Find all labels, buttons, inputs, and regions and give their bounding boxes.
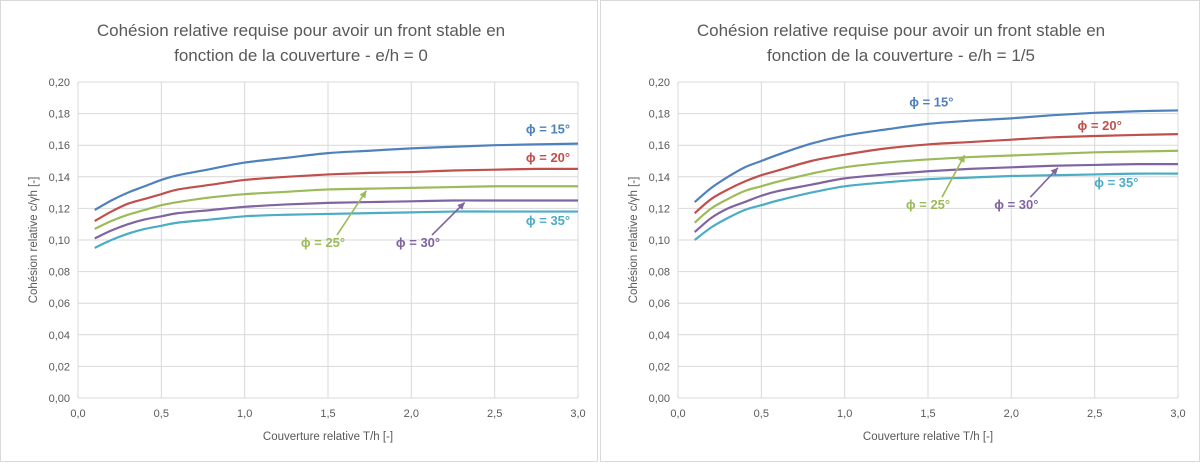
y-tick-label: 0,06 — [49, 298, 70, 310]
x-tick-label: 2,5 — [1087, 408, 1102, 420]
label-arrow-line — [431, 201, 466, 236]
x-tick-label: 1,0 — [237, 408, 252, 420]
series-label: ϕ = 25° — [301, 235, 345, 250]
y-tick-label: 0,08 — [649, 267, 670, 279]
label-arrow-line — [941, 154, 966, 198]
y-tick-label: 0,04 — [649, 330, 670, 342]
y-axis-label: Cohésion relative c/γh [-] — [28, 177, 40, 304]
series-label: ϕ = 15° — [909, 94, 953, 109]
label-arrow-head — [457, 202, 465, 210]
y-tick-label: 0,00 — [49, 393, 70, 405]
y-tick-label: 0,20 — [649, 77, 670, 89]
chart-title-line: Cohésion relative requise pour avoir un … — [97, 21, 505, 40]
series-line — [94, 185, 578, 230]
y-tick-label: 0,18 — [49, 109, 70, 121]
series-line — [694, 172, 1179, 241]
x-tick-label: 3,0 — [1170, 408, 1185, 420]
chart-panel-right: Cohésion relative requise pour avoir un … — [600, 0, 1200, 462]
x-tick-label: 0,0 — [670, 408, 685, 420]
y-tick-label: 0,08 — [49, 267, 70, 279]
series-line — [693, 163, 1179, 233]
series-line — [693, 149, 1179, 224]
y-tick-label: 0,12 — [649, 203, 670, 215]
y-tick-label: 0,12 — [49, 203, 70, 215]
series-label: ϕ = 20° — [1078, 118, 1122, 133]
series-line — [693, 133, 1179, 214]
series-line — [94, 210, 578, 249]
x-tick-label: 2,5 — [487, 408, 502, 420]
chart-panel-left: Cohésion relative requise pour avoir un … — [0, 0, 598, 462]
y-tick-label: 0,02 — [49, 361, 70, 373]
series-label: ϕ = 20° — [526, 150, 570, 165]
y-tick-label: 0,20 — [49, 77, 70, 89]
label-arrow-head — [958, 155, 965, 163]
y-tick-label: 0,14 — [649, 172, 670, 184]
y-tick-label: 0,10 — [49, 235, 70, 247]
series-label: ϕ = 30° — [396, 235, 440, 250]
series-label: ϕ = 15° — [526, 121, 570, 136]
x-tick-label: 0,0 — [70, 408, 85, 420]
x-tick-label: 0,5 — [754, 408, 769, 420]
y-tick-label: 0,14 — [49, 172, 70, 184]
x-tick-label: 3,0 — [570, 408, 585, 420]
x-tick-label: 1,0 — [837, 408, 852, 420]
series-line — [94, 142, 579, 211]
chart-title-line: fonction de la couverture - e/h = 1/5 — [767, 46, 1035, 65]
series-line — [94, 167, 579, 222]
y-tick-label: 0,02 — [649, 361, 670, 373]
chart-title-line: Cohésion relative requise pour avoir un … — [697, 21, 1105, 40]
y-tick-label: 0,00 — [649, 393, 670, 405]
x-tick-label: 1,5 — [320, 408, 335, 420]
x-tick-label: 0,5 — [154, 408, 169, 420]
line-chart-e-h-0: Cohésion relative requise pour avoir un … — [28, 21, 586, 443]
x-tick-label: 2,0 — [1004, 408, 1019, 420]
label-arrow-head — [359, 190, 367, 199]
chart-title-line: fonction de la couverture - e/h = 0 — [174, 46, 428, 65]
series-line — [693, 109, 1179, 203]
label-arrow-line — [336, 190, 368, 236]
y-tick-label: 0,10 — [649, 235, 670, 247]
label-arrow-head — [1050, 167, 1058, 176]
y-tick-label: 0,16 — [49, 140, 70, 152]
y-tick-label: 0,06 — [649, 298, 670, 310]
series-line — [94, 199, 578, 240]
x-tick-label: 1,5 — [920, 408, 935, 420]
series-label: ϕ = 35° — [526, 213, 570, 228]
x-axis-label: Couverture relative T/h [-] — [263, 431, 393, 443]
x-axis-label: Couverture relative T/h [-] — [863, 431, 993, 443]
series-label: ϕ = 30° — [994, 197, 1038, 212]
y-tick-label: 0,16 — [649, 140, 670, 152]
x-tick-label: 2,0 — [404, 408, 419, 420]
y-tick-label: 0,04 — [49, 330, 70, 342]
y-axis-label: Cohésion relative c/γh [-] — [628, 177, 640, 304]
line-chart-e-h-1-5: Cohésion relative requise pour avoir un … — [628, 21, 1186, 443]
series-label: ϕ = 35° — [1094, 175, 1138, 190]
y-tick-label: 0,18 — [649, 109, 670, 121]
series-label: ϕ = 25° — [906, 197, 950, 212]
